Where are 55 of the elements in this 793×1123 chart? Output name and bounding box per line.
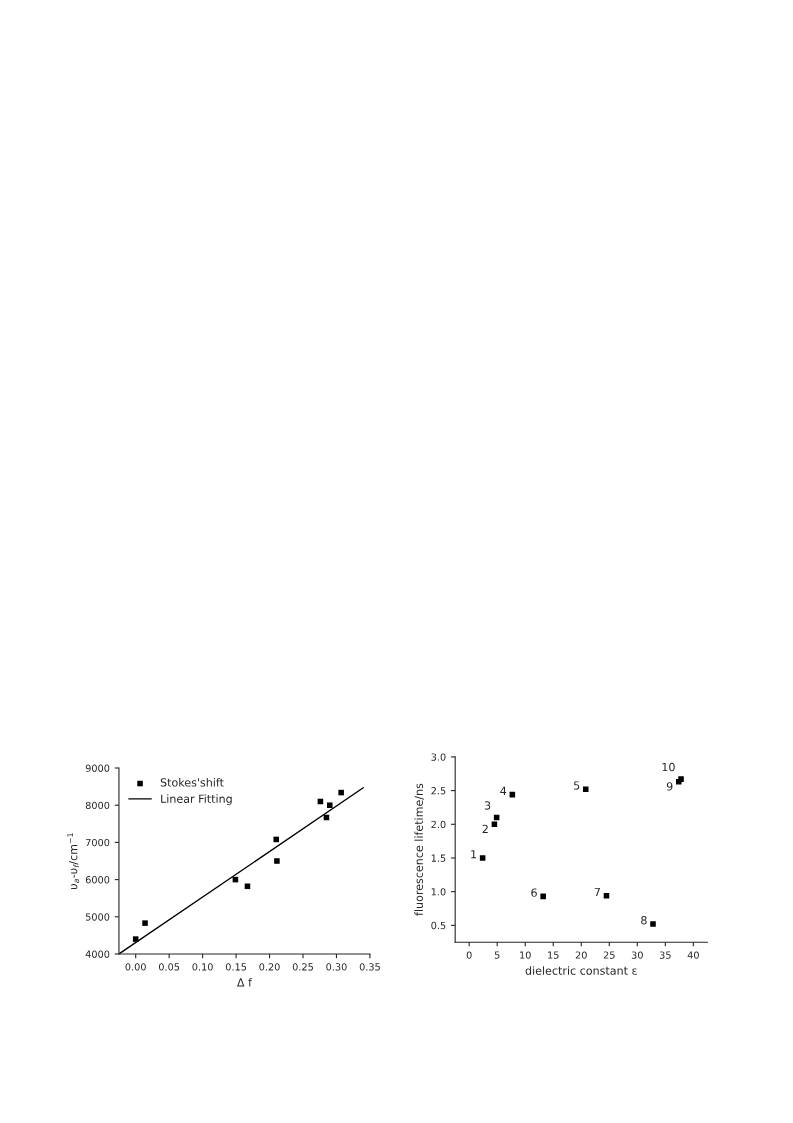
y-axis-title: υ$_{a}$-υ$_{f}$/cm$^{−1}$	[67, 833, 80, 890]
x-tick-label: 20	[575, 951, 587, 959]
x-tick-label: 0.35	[359, 963, 380, 971]
x-tick-label: 30	[631, 951, 643, 959]
x-tick-label: 35	[659, 951, 671, 959]
y-tick-label: 4000	[85, 950, 110, 958]
legend-label: Linear Fitting	[161, 794, 232, 806]
y-tick-label: 8000	[85, 801, 110, 810]
y-tick-label: 5000	[85, 913, 110, 921]
x-tick-label: 0.30	[326, 963, 347, 971]
annotation: 2	[482, 824, 488, 833]
y-tick-label: 6000	[85, 876, 110, 884]
x-axis-title: dielectric constant ε	[525, 966, 637, 975]
x-tick-label: 0.10	[192, 963, 213, 971]
point	[582, 786, 589, 793]
point	[327, 802, 333, 808]
annotation: 8	[641, 916, 647, 925]
point	[540, 893, 546, 900]
point	[273, 836, 280, 843]
annotation: 6	[531, 888, 537, 897]
y-tick-label: 7000	[85, 838, 110, 847]
y-tick-label: 0.5	[431, 921, 446, 930]
y-tick-label: 2.5	[431, 787, 446, 795]
x-tick-label: 0	[466, 951, 472, 959]
point	[338, 789, 344, 796]
y-tick-label: 9000	[85, 764, 110, 772]
y-tick-label: 1.0	[431, 888, 446, 896]
annotation: 1	[471, 850, 477, 859]
annotation: 4	[500, 786, 507, 795]
point	[650, 921, 656, 927]
y-axis-title: fluorescence lifetime/ns	[414, 783, 424, 916]
annotation: 7	[594, 887, 600, 896]
y-tick-label: 3.0	[431, 753, 446, 761]
x-axis-title: Δ f	[237, 977, 253, 987]
x-tick-label: 0.15	[225, 963, 247, 971]
point	[132, 936, 139, 942]
x-tick-label: 10	[520, 951, 531, 959]
x-tick-label: 15	[548, 951, 559, 959]
annotation: 3	[484, 801, 491, 810]
point	[479, 855, 486, 861]
point	[274, 858, 280, 864]
annotation: 9	[666, 782, 673, 791]
annotation: 10	[662, 762, 675, 772]
legend-label: Stokes'shift	[160, 778, 224, 787]
annotation: 5	[573, 781, 580, 790]
x-tick-label: 25	[603, 951, 615, 959]
x-tick-label: 5	[494, 951, 500, 959]
point	[142, 920, 148, 926]
y-tick-label: 2.0	[431, 820, 446, 829]
x-tick-label: 0.25	[292, 963, 313, 971]
y-tick-label: 1.5	[431, 854, 446, 862]
x-tick-label: 40	[687, 951, 699, 959]
x-tick-label: 0.05	[158, 963, 180, 971]
x-tick-label: 0.00	[125, 963, 146, 971]
x-tick-label: 0.20	[259, 963, 280, 971]
